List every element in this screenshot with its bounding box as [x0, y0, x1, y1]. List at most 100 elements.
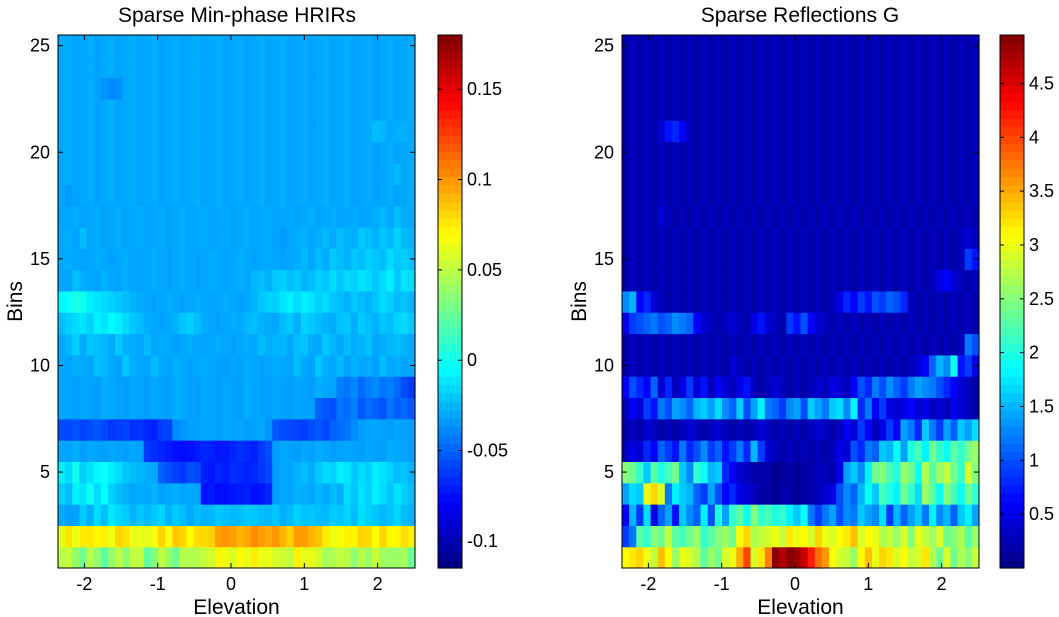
heatmap-cell	[157, 461, 166, 484]
heatmap-cell	[721, 397, 730, 420]
heatmap-cell	[315, 440, 323, 462]
heatmap-cell	[729, 461, 737, 484]
colorbar-swatch	[438, 176, 462, 186]
heatmap-cell	[58, 525, 66, 548]
heatmap-cell	[193, 98, 202, 121]
heatmap-cell	[686, 120, 694, 143]
heatmap-cell	[900, 35, 909, 57]
chart-title: Sparse Reflections G	[701, 4, 899, 27]
heatmap-cell	[814, 77, 823, 100]
heatmap-cell	[757, 120, 766, 143]
heatmap-cell	[122, 546, 130, 569]
heatmap-cell	[936, 354, 944, 377]
heatmap-cell	[943, 397, 952, 420]
heatmap-cell	[129, 184, 138, 207]
heatmap-cell	[936, 269, 944, 292]
heatmap-cell	[686, 418, 694, 441]
colorbar-swatch	[1000, 151, 1024, 161]
colorbar-swatch	[438, 43, 462, 53]
heatmap-cell	[357, 205, 366, 228]
heatmap-cell	[386, 141, 395, 164]
heatmap-cell	[636, 56, 645, 79]
heatmap-cell	[836, 482, 844, 505]
heatmap-cell	[629, 226, 637, 249]
heatmap-cell	[807, 205, 816, 228]
heatmap-cell	[336, 376, 345, 399]
heatmap-cell	[814, 525, 823, 548]
heatmap-cell	[393, 205, 402, 228]
heatmap-cell	[664, 546, 673, 569]
heatmap-cell	[914, 77, 923, 100]
heatmap-cell	[65, 354, 73, 377]
heatmap-cell	[764, 184, 773, 207]
heatmap-cell	[936, 162, 944, 185]
heatmap-cell	[829, 141, 837, 164]
heatmap-cell	[293, 205, 302, 228]
heatmap-cell	[893, 333, 902, 356]
heatmap-cell	[857, 440, 866, 462]
heatmap-cell	[143, 525, 152, 548]
heatmap-cell	[143, 77, 152, 100]
heatmap-cell	[643, 376, 652, 399]
heatmap-cell	[950, 35, 959, 57]
heatmap-cell	[836, 226, 844, 249]
heatmap-cell	[921, 98, 930, 121]
heatmap-cell	[743, 269, 752, 292]
heatmap-cell	[407, 333, 416, 356]
heatmap-cell	[357, 333, 366, 356]
heatmap-cell	[322, 504, 330, 526]
heatmap-cell	[336, 525, 345, 548]
heatmap-cell	[143, 461, 152, 484]
heatmap-cell	[229, 354, 238, 377]
heatmap-cell	[636, 440, 645, 462]
heatmap-cell	[879, 56, 887, 79]
heatmap-cell	[714, 461, 723, 484]
heatmap-cell	[229, 397, 238, 420]
heatmap-cell	[936, 98, 944, 121]
heatmap-cell	[58, 504, 66, 526]
heatmap-cell	[115, 461, 123, 484]
heatmap-cell	[193, 333, 202, 356]
heatmap-cell	[886, 162, 894, 185]
heatmap-cell	[393, 77, 402, 100]
colorbar-tick-label: 0.1	[467, 170, 492, 190]
heatmap-cell	[879, 376, 887, 399]
heatmap-cell	[786, 56, 794, 79]
colorbar-swatch	[1000, 118, 1024, 128]
heatmap-cell	[893, 546, 902, 569]
heatmap-cell	[229, 248, 238, 271]
heatmap-cell	[750, 35, 759, 57]
heatmap-cell	[907, 546, 916, 569]
heatmap-cell	[107, 461, 116, 484]
heatmap-cell	[186, 98, 195, 121]
heatmap-cell	[900, 376, 909, 399]
heatmap-cell	[350, 461, 359, 484]
heatmap-cell	[165, 141, 173, 164]
heatmap-cell	[921, 226, 930, 249]
heatmap-cell	[200, 141, 209, 164]
heatmap-cell	[771, 376, 780, 399]
heatmap-cell	[793, 397, 802, 420]
heatmap-cell	[336, 461, 345, 484]
heatmap-cell	[379, 333, 388, 356]
heatmap-cell	[207, 269, 216, 292]
heatmap-cell	[957, 269, 966, 292]
heatmap-cell	[279, 312, 288, 335]
heatmap-cell	[122, 98, 130, 121]
colorbar-swatch	[438, 509, 462, 519]
heatmap-cell	[814, 397, 823, 420]
heatmap-cell	[150, 184, 159, 207]
heatmap-cell	[336, 546, 345, 569]
heatmap-cell	[93, 162, 102, 185]
heatmap-cell	[936, 35, 944, 57]
heatmap-cell	[100, 35, 109, 57]
heatmap-cell	[936, 504, 944, 526]
heatmap-cell	[814, 546, 823, 569]
heatmap-cell	[115, 141, 123, 164]
heatmap-cell	[243, 56, 252, 79]
heatmap-cell	[914, 290, 923, 313]
heatmap-cell	[850, 226, 859, 249]
heatmap-cell	[643, 120, 652, 143]
colorbar-swatch	[438, 293, 462, 303]
heatmap-cell	[622, 98, 630, 121]
